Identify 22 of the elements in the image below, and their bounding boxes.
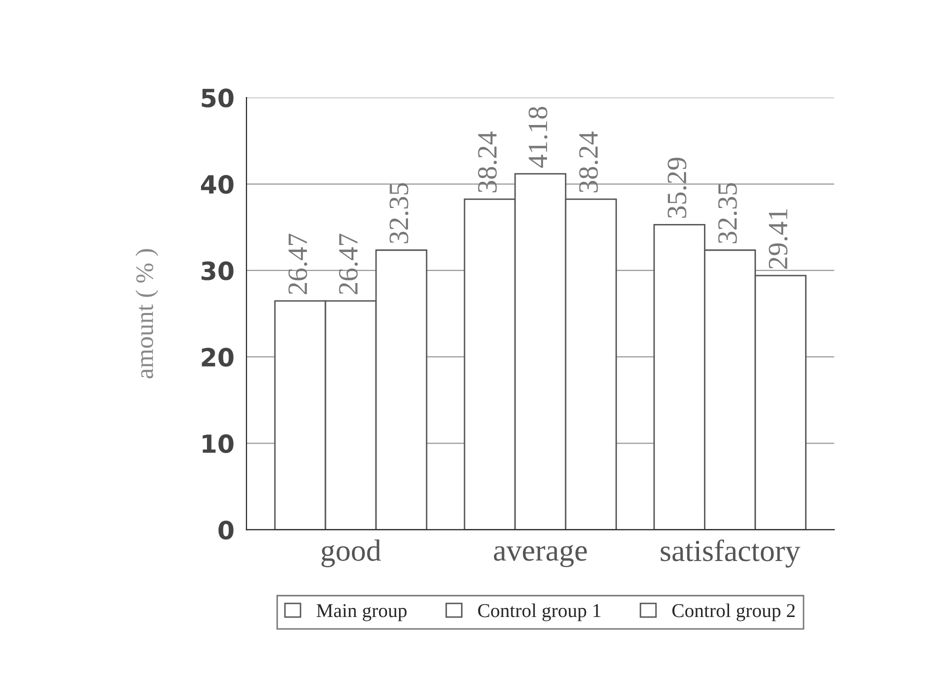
data-label: 35.29 — [668, 158, 686, 218]
data-label: 26.47 — [288, 234, 308, 294]
data-label: 29.41 — [768, 209, 788, 269]
y-tick-label: 20 — [202, 348, 234, 367]
data-label: 41.18 — [528, 106, 548, 168]
legend-label: Control group 1 — [478, 604, 600, 622]
y-tick-label: 30 — [202, 261, 234, 280]
data-label: 38.24 — [478, 132, 497, 192]
y-tick-label: 50 — [202, 88, 234, 108]
legend-label: Control group 2 — [672, 604, 795, 622]
y-axis-title: amount ( % ) — [136, 249, 158, 378]
x-tick-label: good — [322, 539, 381, 568]
data-label: 26.47 — [339, 234, 358, 294]
x-tick-label: satisfactory — [660, 539, 800, 568]
y-tick-label: 0 — [218, 520, 234, 540]
data-label: 32.35 — [718, 183, 738, 244]
data-label: 32.35 — [390, 183, 408, 244]
y-tick-label: 10 — [202, 434, 234, 454]
x-tick-label: average — [494, 544, 587, 568]
data-label: 38.24 — [579, 132, 598, 192]
y-tick-label: 40 — [201, 174, 234, 194]
legend-label: Main group — [316, 604, 407, 622]
